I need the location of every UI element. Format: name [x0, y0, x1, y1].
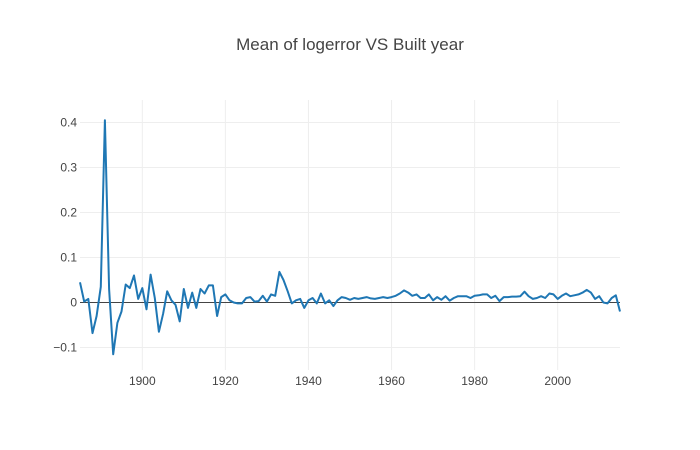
x-gridlines — [141, 100, 559, 370]
y-gridlines — [80, 122, 620, 348]
y-tick-label: −0.1 — [53, 341, 77, 355]
x-tick-label: 1920 — [212, 374, 239, 388]
series-line — [79, 119, 621, 356]
y-tick-label: 0 — [70, 296, 77, 310]
y-tick-label: 0.4 — [60, 116, 77, 130]
x-axis-ticks: 1900 1920 1940 1960 1980 2000 — [129, 374, 571, 388]
x-tick-label: 1900 — [129, 374, 156, 388]
y-tick-label: 0.1 — [60, 251, 77, 265]
y-tick-label: 0.3 — [60, 161, 77, 175]
plot-area — [79, 119, 621, 356]
x-tick-label: 2000 — [544, 374, 571, 388]
x-tick-label: 1980 — [461, 374, 488, 388]
x-tick-label: 1940 — [295, 374, 322, 388]
y-axis-ticks: −0.1 0 0.1 0.2 0.3 0.4 — [53, 116, 77, 355]
y-tick-label: 0.2 — [60, 206, 77, 220]
chart-title: Mean of logerror VS Built year — [236, 35, 464, 54]
x-tick-label: 1960 — [378, 374, 405, 388]
